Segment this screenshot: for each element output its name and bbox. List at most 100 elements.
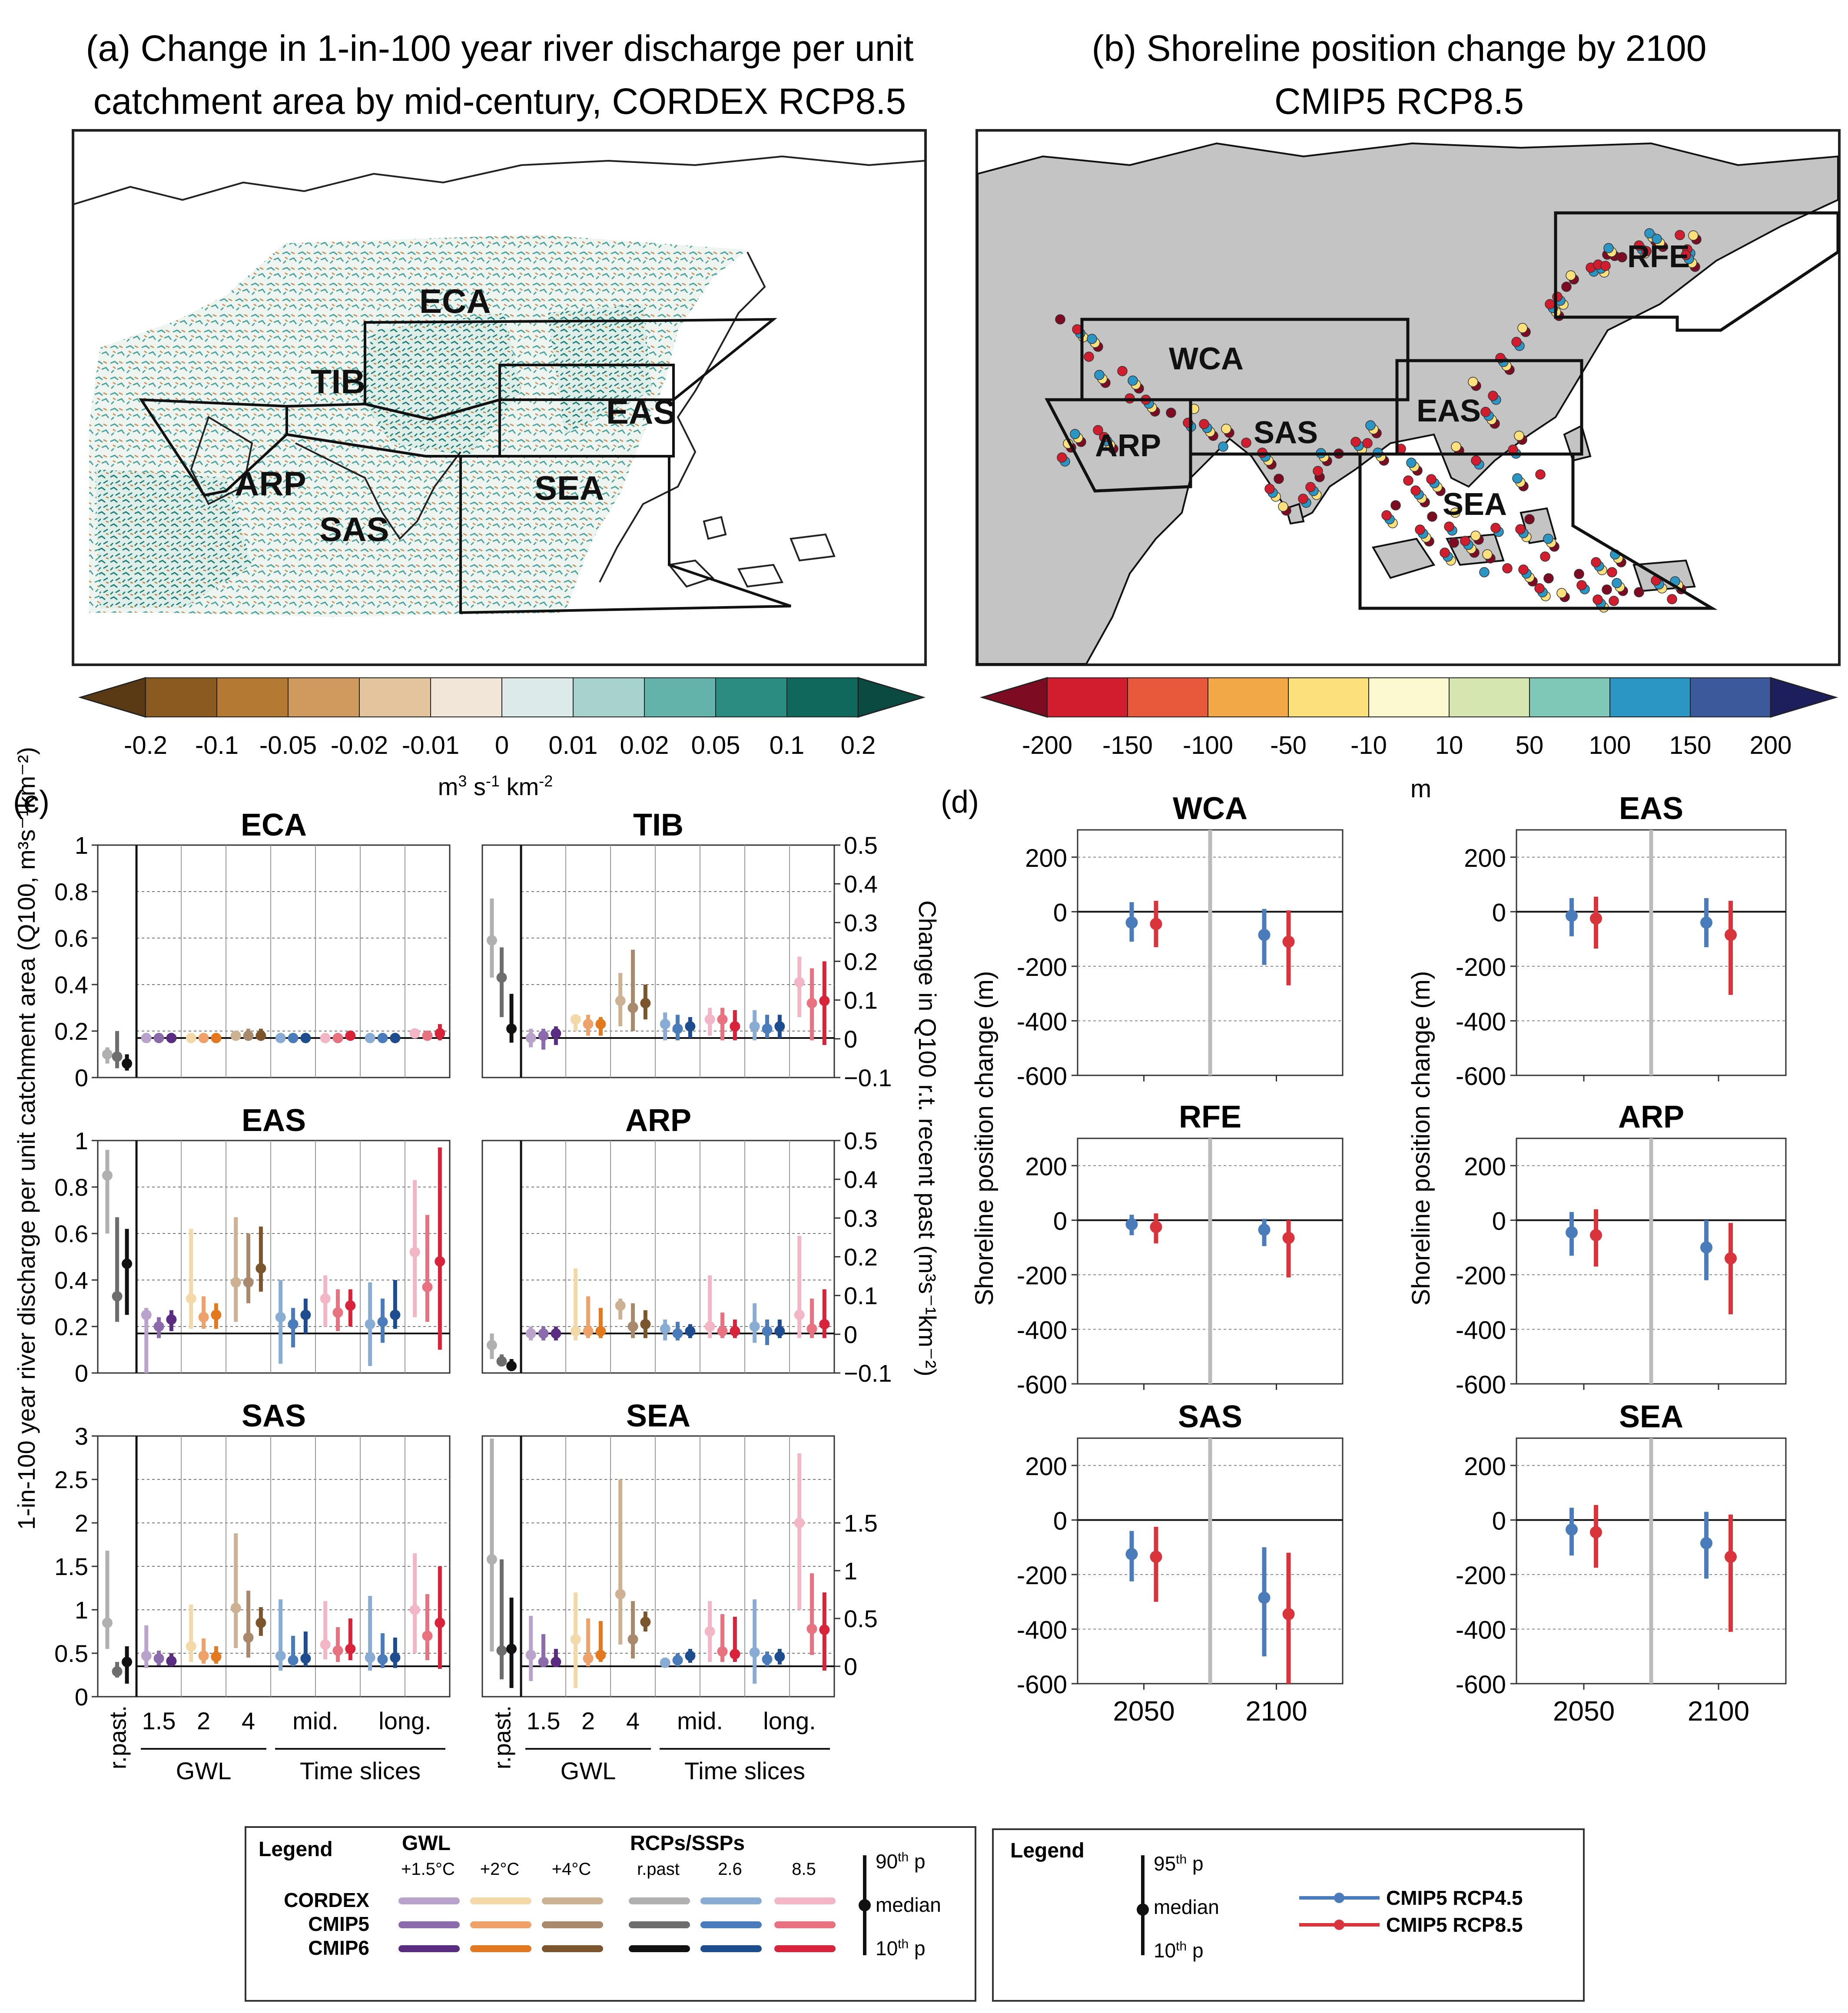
x-tick-label-slice: mid. xyxy=(292,1707,338,1734)
panel-c: (c) 1-in-100 year river discharge per un… xyxy=(13,747,941,1784)
median-point xyxy=(627,1321,638,1332)
colorbar-b-tick-label: 200 xyxy=(1750,731,1792,759)
colorbar-b-swatch xyxy=(1288,677,1369,717)
shoreline-dot xyxy=(1426,474,1437,484)
median-point xyxy=(717,1646,728,1657)
colorbar-b-swatch xyxy=(979,677,1048,718)
median-point xyxy=(730,1021,740,1032)
slices-group-label: Time slices xyxy=(300,1757,421,1784)
y-tick-label: 200 xyxy=(1464,1153,1506,1181)
legend-c-swatches: +1.5°C +2°C +4°C r.past 2.6 8.5 CORDEXCMIP5CMI… xyxy=(284,1850,941,1960)
shoreline-dot xyxy=(1591,557,1601,567)
panel-b-title-line1: (b) Shoreline position change by 2100 xyxy=(1092,28,1707,69)
y-tick-label: -200 xyxy=(1456,1562,1506,1590)
median-point xyxy=(1590,1526,1602,1539)
shoreline-dot xyxy=(1087,334,1097,344)
shoreline-dot xyxy=(1406,458,1417,468)
x-tick-label-slice: long. xyxy=(763,1707,816,1734)
shoreline-dot xyxy=(1218,441,1228,452)
median-point xyxy=(583,1653,594,1664)
y-right-tick-label: 0.4 xyxy=(844,1166,878,1193)
legend-c-title: Legend xyxy=(259,1838,333,1861)
subplot-c-eas: EAS 0 0.2 0.4 0.6 0.8 1 xyxy=(54,1103,451,1387)
shoreline-dot xyxy=(1617,252,1627,262)
legend-d-series-marker xyxy=(1334,1893,1344,1903)
colorbar-a-swatch xyxy=(145,677,217,717)
median-point xyxy=(538,1328,549,1339)
subplot-d-wca: WCA 200 0 -200 -400 -600 xyxy=(1017,791,1344,1091)
y-right-tick-label: 0.5 xyxy=(844,1127,878,1154)
median-point xyxy=(1725,1252,1737,1265)
median-point xyxy=(717,1326,728,1336)
region-label-arp: ARP xyxy=(235,464,306,503)
y-right-tick-label: 0.3 xyxy=(844,909,878,936)
shoreline-dot xyxy=(1427,511,1437,522)
median-point xyxy=(615,1589,626,1599)
shoreline-dot xyxy=(1305,482,1316,492)
y-tick-label: -600 xyxy=(1017,1671,1067,1699)
colorbar-a-swatch xyxy=(359,677,431,717)
median-point xyxy=(141,1310,152,1320)
median-point xyxy=(704,1014,715,1025)
y-tick-label: 0 xyxy=(75,1360,88,1387)
shoreline-dot xyxy=(1128,375,1138,386)
median-point xyxy=(230,1030,241,1041)
legend-c: Legend GWL RCPs/SSPs +1.5°C +2°C +4°C r.pas… xyxy=(245,1826,976,2002)
median-point xyxy=(300,1033,311,1044)
shoreline-dot xyxy=(1612,578,1622,588)
shoreline-dot xyxy=(1603,243,1614,253)
median-point xyxy=(749,1021,760,1032)
median-point xyxy=(1700,1537,1712,1549)
median-point xyxy=(377,1654,388,1665)
shoreline-dot xyxy=(1641,246,1652,256)
map-b-islands xyxy=(1285,424,1696,592)
colorbar-a-swatch xyxy=(857,677,926,718)
x-tick-label-gwl: 2 xyxy=(581,1707,595,1734)
shoreline-dot xyxy=(1576,580,1587,590)
median-point xyxy=(1725,1551,1737,1563)
panel-d-ylabel-right: Shoreline position change (m) xyxy=(1407,971,1435,1306)
median-point xyxy=(774,1652,785,1662)
colorbar-a-swatch xyxy=(430,677,502,717)
median-point xyxy=(615,1300,626,1311)
colorbar-b-tick-label: -10 xyxy=(1350,731,1387,759)
y-tick-label: -200 xyxy=(1017,1262,1067,1290)
x-tick-label-slice: long. xyxy=(378,1707,431,1734)
median-point xyxy=(506,1360,517,1371)
y-tick-label: 0.8 xyxy=(54,878,88,905)
median-point xyxy=(730,1649,740,1659)
legend-c-frame xyxy=(245,1826,976,2002)
shoreline-dot xyxy=(1057,452,1067,463)
y-right-tick-label: 0.2 xyxy=(844,948,878,975)
shoreline-dot xyxy=(1512,473,1523,484)
subplot-d-rfe: RFE 200 0 -200 -400 -600 xyxy=(1017,1100,1344,1399)
median-point xyxy=(627,1634,638,1645)
median-point xyxy=(570,1634,581,1645)
median-point xyxy=(288,1655,299,1665)
median-point xyxy=(345,1644,356,1654)
subplot-title: WCA xyxy=(1173,791,1247,826)
y-right-tick-label: 0.2 xyxy=(844,1244,878,1271)
median-point xyxy=(1258,929,1271,941)
median-point xyxy=(551,1028,561,1039)
shoreline-dot xyxy=(1117,366,1128,376)
shoreline-dot xyxy=(1403,475,1413,486)
shoreline-dot xyxy=(1524,514,1535,524)
median-point xyxy=(806,998,817,1008)
median-point xyxy=(595,1650,606,1660)
panel-a: (a) Change in 1-in-100 year river discha… xyxy=(72,28,927,801)
colorbar-a-unit: m3 s-1 km-2 xyxy=(438,772,553,801)
shoreline-dot xyxy=(1450,507,1460,518)
median-point xyxy=(749,1647,760,1658)
y-tick-label: 0.4 xyxy=(54,1267,88,1294)
median-point xyxy=(390,1652,401,1663)
median-point xyxy=(487,1554,497,1565)
y-right-tick-label: 0.5 xyxy=(844,832,878,859)
legend-d-series-marker xyxy=(1334,1920,1344,1930)
median-point xyxy=(774,1326,785,1336)
colorbar-b-tick-label: -150 xyxy=(1102,731,1153,759)
median-point xyxy=(1590,912,1602,925)
shoreline-dot xyxy=(1556,588,1567,598)
shoreline-dot xyxy=(1634,240,1644,251)
subplot-c-eca: ECA 0 0.2 0.4 0.6 0.8 1 xyxy=(54,808,451,1091)
